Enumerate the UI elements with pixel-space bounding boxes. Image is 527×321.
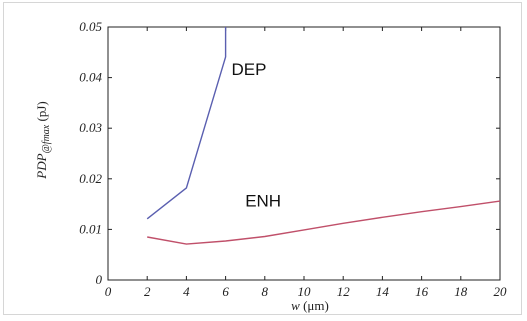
ticks: 0 2 4 6 8 10 12 14 16 18 20 0 0.01 0.02 0.03 0.04 0.05 [79,19,507,299]
plot-area-border [107,26,501,281]
y-tick-label: 0 [96,272,103,287]
x-tick-label: 18 [454,284,468,299]
x-tick-label: 12 [337,284,351,299]
x-tick-label: 8 [262,284,269,299]
y-tick-label: 0.03 [79,120,102,135]
axes [107,26,501,281]
series-line-enh [147,200,501,245]
x-tick-label: 4 [183,284,190,299]
x-tick-label: 6 [222,284,229,299]
y-axis-label: PDP@fmax (pJ) [34,101,52,179]
figure-frame [3,2,522,315]
y-tick-label: 0.01 [79,221,102,236]
x-tick-label: 14 [376,284,390,299]
y-tick-label: 0.05 [79,19,102,34]
x-tick-label: 16 [415,284,429,299]
x-tick-label: 20 [494,284,508,299]
x-tick-label: 0 [105,284,112,299]
x-tick-label: 2 [144,284,151,299]
annotation-enh: ENH [245,192,281,211]
y-tick-label: 0.02 [79,171,102,186]
y-tick-label: 0.04 [79,70,102,85]
annotation-dep: DEP [231,60,266,79]
x-tick-label: 10 [298,284,312,299]
series-line-dep [146,27,227,220]
x-axis-label: w (μm) [291,298,329,313]
series-lines [146,27,501,245]
annotations: DEP ENH [231,60,281,211]
